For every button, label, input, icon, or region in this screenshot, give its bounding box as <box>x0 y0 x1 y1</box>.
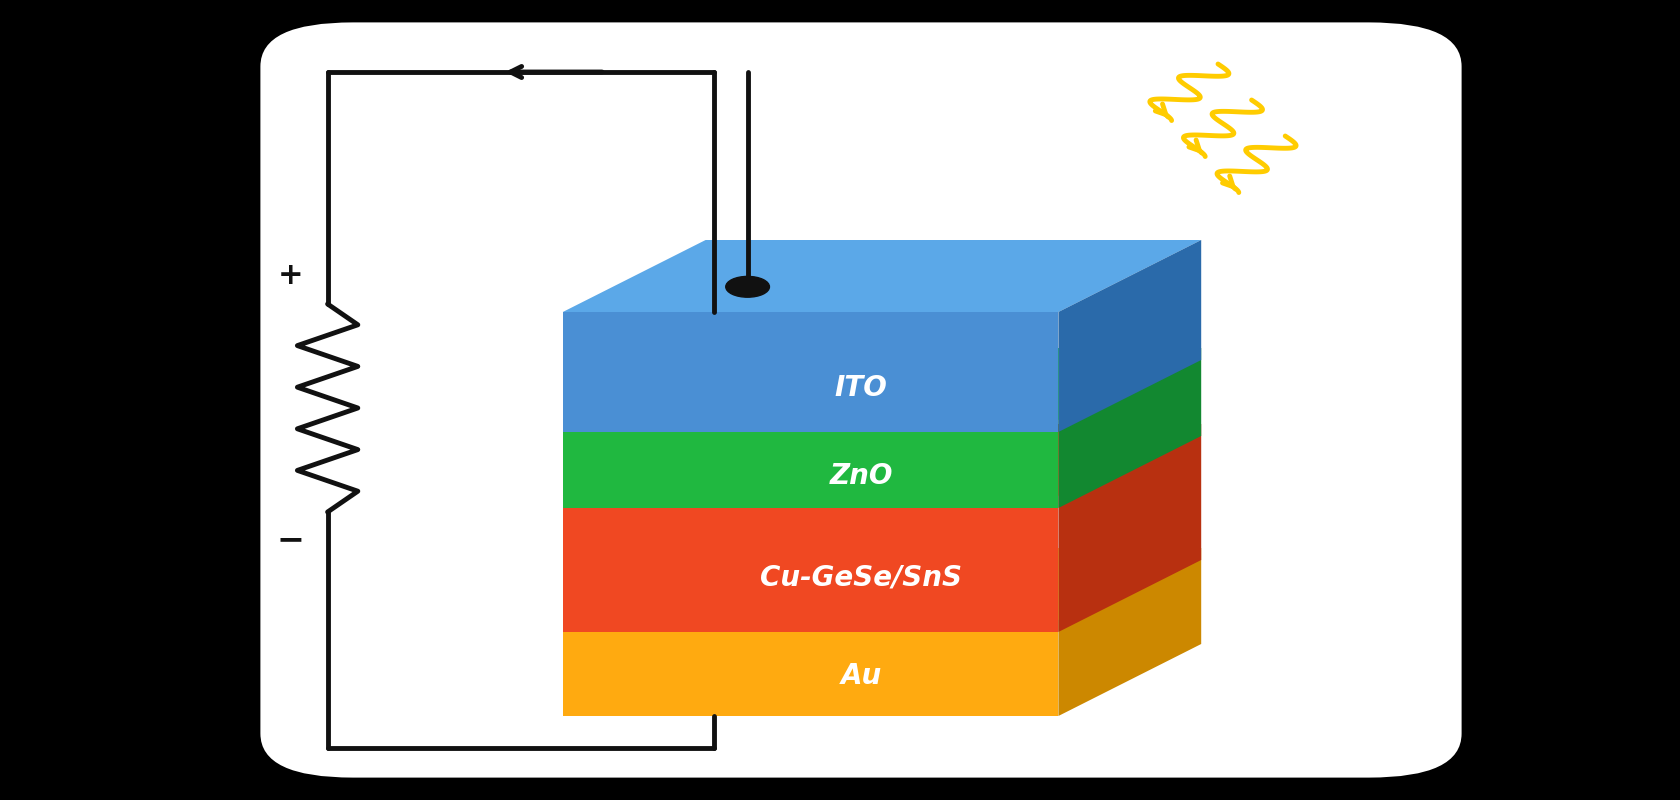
Polygon shape <box>1058 348 1201 508</box>
Polygon shape <box>563 620 1058 716</box>
Polygon shape <box>1058 424 1201 632</box>
Polygon shape <box>563 348 1201 420</box>
Text: ITO: ITO <box>835 374 887 402</box>
Polygon shape <box>563 496 1058 632</box>
Text: +: + <box>277 262 304 290</box>
Polygon shape <box>1058 548 1201 716</box>
Polygon shape <box>563 420 1058 508</box>
Polygon shape <box>563 240 1201 312</box>
Polygon shape <box>563 548 1201 620</box>
Polygon shape <box>563 424 1201 496</box>
Text: Au: Au <box>840 662 882 690</box>
FancyBboxPatch shape <box>260 22 1462 778</box>
Text: ZnO: ZnO <box>830 462 892 490</box>
Text: −: − <box>277 523 304 557</box>
Text: Cu-GeSe/SnS: Cu-GeSe/SnS <box>759 563 963 591</box>
Polygon shape <box>563 312 1058 432</box>
Circle shape <box>726 277 769 298</box>
Polygon shape <box>1058 240 1201 432</box>
